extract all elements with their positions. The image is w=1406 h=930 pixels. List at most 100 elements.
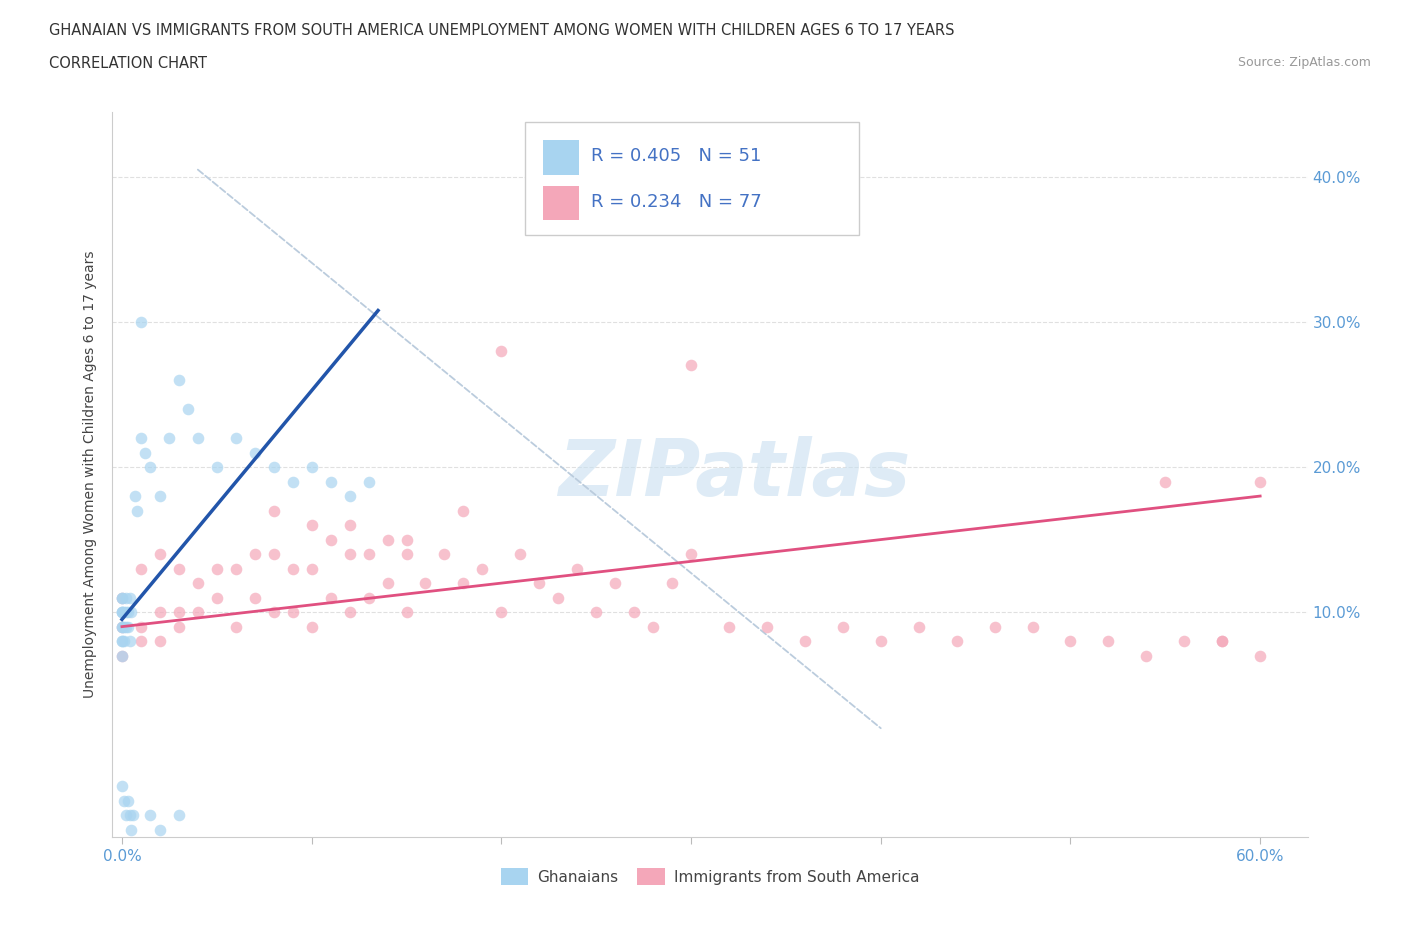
Point: [111, 604, 134, 619]
Point: [377, 576, 399, 591]
Point: [149, 547, 172, 562]
Point: [112, 793, 135, 808]
Point: [111, 633, 134, 648]
Point: [1173, 633, 1195, 648]
Point: [111, 778, 134, 793]
Point: [111, 619, 134, 634]
Point: [118, 808, 141, 823]
Point: [793, 633, 815, 648]
Point: [243, 547, 266, 562]
Text: R = 0.234   N = 77: R = 0.234 N = 77: [591, 193, 761, 211]
Point: [339, 488, 361, 503]
Text: ZIPatlas: ZIPatlas: [558, 436, 910, 512]
Text: CORRELATION CHART: CORRELATION CHART: [49, 56, 207, 71]
Point: [117, 604, 139, 619]
Point: [395, 532, 418, 547]
Point: [415, 576, 437, 591]
Point: [301, 619, 323, 634]
Point: [567, 561, 589, 576]
Point: [301, 561, 323, 576]
Point: [120, 604, 142, 619]
Point: [129, 561, 152, 576]
Point: [111, 648, 134, 663]
Point: [1097, 633, 1119, 648]
Point: [124, 488, 146, 503]
Point: [869, 633, 891, 648]
Point: [1154, 474, 1177, 489]
Point: [129, 431, 152, 445]
Point: [1021, 619, 1043, 634]
Text: Source: ZipAtlas.com: Source: ZipAtlas.com: [1237, 56, 1371, 69]
Point: [643, 619, 665, 634]
Point: [111, 633, 134, 648]
Point: [529, 576, 551, 591]
Point: [681, 358, 703, 373]
Point: [281, 474, 304, 489]
Y-axis label: Unemployment Among Women with Children Ages 6 to 17 years: Unemployment Among Women with Children A…: [83, 250, 97, 698]
Point: [509, 547, 531, 562]
Point: [134, 445, 156, 460]
Point: [281, 561, 304, 576]
Point: [357, 591, 380, 605]
Point: [111, 648, 134, 663]
Point: [139, 459, 162, 474]
Point: [111, 619, 134, 634]
Point: [157, 431, 180, 445]
Point: [112, 619, 135, 634]
Point: [717, 619, 740, 634]
Point: [301, 459, 323, 474]
Point: [831, 619, 853, 634]
Point: [453, 503, 475, 518]
Point: [263, 547, 285, 562]
Point: [112, 604, 135, 619]
Point: [339, 604, 361, 619]
Point: [205, 591, 228, 605]
Point: [118, 633, 141, 648]
Point: [111, 604, 134, 619]
Point: [114, 808, 136, 823]
Point: [129, 619, 152, 634]
Point: [623, 604, 645, 619]
Text: R = 0.405   N = 51: R = 0.405 N = 51: [591, 147, 761, 165]
Point: [1135, 648, 1157, 663]
Point: [117, 619, 139, 634]
Point: [114, 604, 136, 619]
Point: [319, 474, 342, 489]
Point: [1211, 633, 1233, 648]
Point: [149, 633, 172, 648]
Point: [319, 591, 342, 605]
Point: [243, 445, 266, 460]
Point: [357, 547, 380, 562]
Point: [395, 604, 418, 619]
Point: [339, 518, 361, 533]
Point: [395, 547, 418, 562]
Point: [111, 591, 134, 605]
Point: [491, 604, 513, 619]
Point: [118, 591, 141, 605]
Point: [281, 604, 304, 619]
Point: [945, 633, 967, 648]
Point: [661, 576, 683, 591]
Point: [129, 633, 152, 648]
Point: [1059, 633, 1081, 648]
Point: [547, 591, 569, 605]
Point: [112, 633, 135, 648]
Text: GHANAIAN VS IMMIGRANTS FROM SOUTH AMERICA UNEMPLOYMENT AMONG WOMEN WITH CHILDREN: GHANAIAN VS IMMIGRANTS FROM SOUTH AMERIC…: [49, 23, 955, 38]
Point: [225, 619, 247, 634]
Point: [205, 561, 228, 576]
Legend: Ghanaians, Immigrants from South America: Ghanaians, Immigrants from South America: [495, 862, 925, 891]
Point: [225, 431, 247, 445]
Point: [167, 619, 190, 634]
Point: [263, 604, 285, 619]
Point: [120, 822, 142, 837]
Point: [357, 474, 380, 489]
Point: [111, 604, 134, 619]
Point: [377, 532, 399, 547]
Point: [491, 343, 513, 358]
Point: [453, 576, 475, 591]
Point: [187, 604, 209, 619]
Point: [983, 619, 1005, 634]
Point: [111, 619, 134, 634]
Point: [129, 314, 152, 329]
Point: [205, 459, 228, 474]
